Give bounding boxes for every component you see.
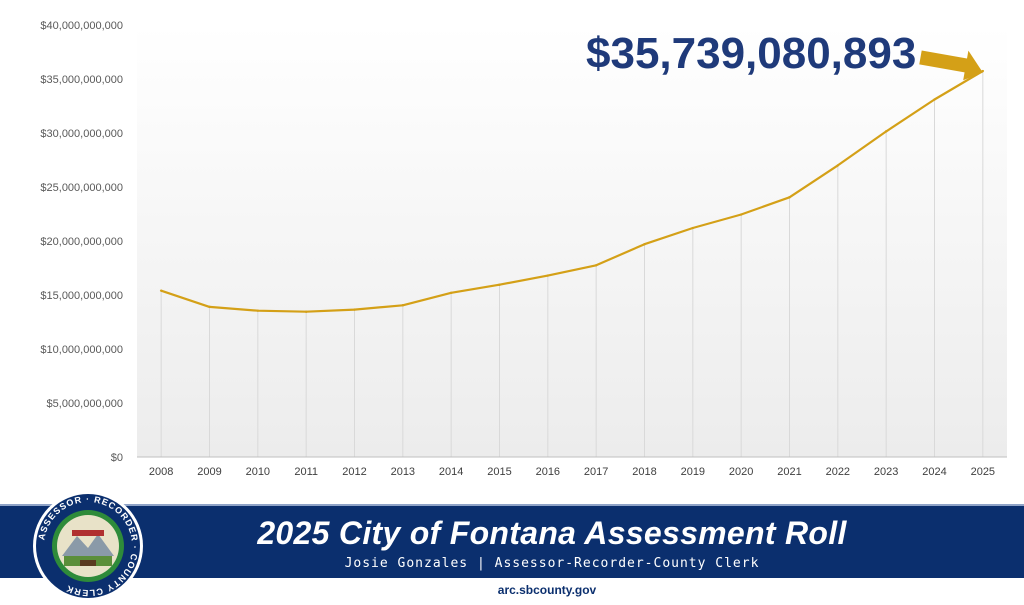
data-point-2020 <box>739 213 743 216</box>
data-point-2017 <box>594 264 598 267</box>
banner-subtitle: Josie Gonzales | Assessor-Recorder-Count… <box>344 556 760 571</box>
data-point-2021 <box>788 196 791 199</box>
x-tick-label: 2017 <box>584 466 608 478</box>
data-point-2016 <box>546 274 550 277</box>
county-seal-logo: ASSESSOR · RECORDER · COUNTY CLERK <box>33 491 143 601</box>
data-point-2023 <box>884 130 888 133</box>
plot-area <box>137 25 1007 457</box>
y-tick-label: $15,000,000,000 <box>40 290 123 302</box>
x-tick-label: 2025 <box>971 466 995 478</box>
y-tick-label: $25,000,000,000 <box>40 182 123 194</box>
x-tick-label: 2021 <box>777 466 801 478</box>
chart: $0 $5,000,000,000 $10,000,000,000 $15,000,0… <box>40 20 1007 478</box>
y-tick-label: $30,000,000,000 <box>40 128 123 140</box>
y-tick-label: $10,000,000,000 <box>40 344 123 356</box>
x-tick-label: 2019 <box>681 466 705 478</box>
data-point-2010 <box>256 309 260 312</box>
series-line <box>160 70 984 313</box>
y-tick-label: $35,000,000,000 <box>40 74 123 86</box>
y-tick-label: $20,000,000,000 <box>40 236 123 248</box>
x-tick-label: 2020 <box>729 466 753 478</box>
data-point-2022 <box>836 164 840 167</box>
data-point-2014 <box>449 291 453 295</box>
data-point-2008 <box>159 289 163 292</box>
footer-banner <box>0 504 1024 578</box>
x-tick-label: 2016 <box>536 466 560 478</box>
data-point-2024 <box>933 98 936 101</box>
x-tick-label: 2015 <box>487 466 511 478</box>
x-tick-label: 2024 <box>922 466 946 478</box>
data-point-2012 <box>353 308 356 311</box>
y-tick-label: $0 <box>111 452 123 464</box>
x-tick-label: 2008 <box>149 466 173 478</box>
banner-title: 2025 City of Fontana Assessment Roll <box>257 515 847 551</box>
x-tick-label: 2011 <box>294 466 318 478</box>
x-tick-label: 2023 <box>874 466 898 478</box>
data-point-2011 <box>304 310 308 313</box>
x-tick-label: 2013 <box>391 466 415 478</box>
x-tick-label: 2014 <box>439 466 463 478</box>
callout-arrow <box>919 50 983 81</box>
data-point-2018 <box>643 243 646 246</box>
value-callout: $35,739,080,893 <box>586 29 916 78</box>
footer-url[interactable]: arc.sbcounty.gov <box>497 583 597 597</box>
x-tick-label: 2009 <box>197 466 221 478</box>
x-tick-label: 2018 <box>632 466 656 478</box>
data-point-2019 <box>691 226 695 230</box>
data-point-2009 <box>208 305 211 309</box>
x-tick-label: 2010 <box>246 466 270 478</box>
data-point-2015 <box>498 283 501 286</box>
data-point-2013 <box>401 304 405 307</box>
x-tick-label: 2012 <box>342 466 366 478</box>
x-tick-label: 2022 <box>826 466 850 478</box>
y-tick-label: $40,000,000,000 <box>40 20 123 32</box>
y-tick-label: $5,000,000,000 <box>47 398 123 410</box>
